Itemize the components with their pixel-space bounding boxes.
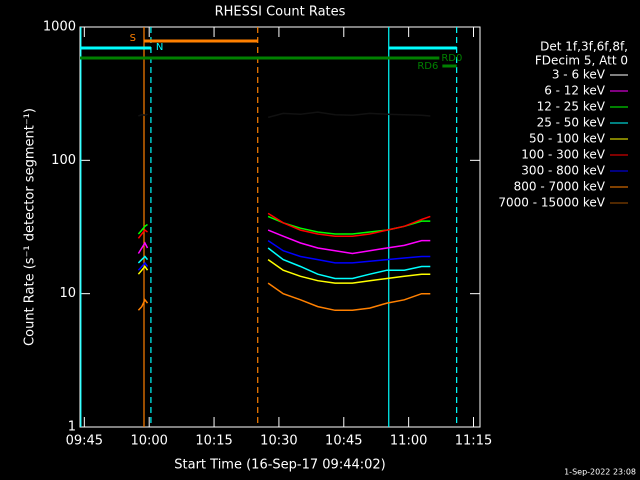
legend-header: Det 1f,3f,6f,8f, [540,40,628,54]
series-line [267,212,431,237]
legend-header: FDecim 5, Att 0 [535,54,628,68]
series-line [137,241,149,254]
legend-label: 7000 - 15000 keV [498,196,605,210]
state-label: RD0 [441,53,462,64]
series-line [137,265,149,275]
series-line [137,229,148,239]
series-line [137,261,149,271]
footer: 1-Sep-2022 23:08 [564,468,636,477]
y-axis-label: Count Rate (s⁻¹ detector segment⁻¹) [23,108,38,346]
series-line [137,255,149,264]
legend-label: 800 - 7000 keV [514,180,606,194]
x-tick-label: 10:45 [325,434,362,449]
legend-label: 3 - 6 keV [552,68,606,82]
x-tick-label: 09:45 [66,434,103,449]
legend-label: 50 - 100 keV [529,132,606,146]
state-label: RD6 [417,61,438,72]
x-tick-label: 11:00 [390,434,427,449]
y-tick-label: 1 [68,420,76,435]
series-line [267,258,431,284]
legend-label: 6 - 12 keV [544,84,606,98]
state-label: S [130,33,136,44]
series-line [267,229,431,255]
series-line [267,247,431,280]
x-tick-label: 11:15 [455,434,492,449]
y-tick-label: 100 [51,153,76,168]
series-line [137,223,148,235]
legend-label: 300 - 800 keV [521,164,605,178]
legend-label: 100 - 300 keV [521,148,605,162]
y-tick-label: 1000 [43,20,76,35]
series-line [267,239,431,264]
legend-label: 25 - 50 keV [537,116,606,130]
x-axis-label: Start Time (16-Sep-17 09:44:02) [174,458,385,473]
legend-label: 12 - 25 keV [537,100,606,114]
chart-title: RHESSI Count Rates [215,5,346,20]
y-tick-label: 10 [59,286,76,301]
x-tick-label: 10:30 [260,434,297,449]
x-tick-label: 10:15 [195,434,232,449]
series-line [267,282,431,312]
state-label: N [156,42,163,53]
plot-frame [79,26,481,428]
x-tick-label: 10:00 [130,434,167,449]
series-line [137,298,149,311]
series-line [138,113,148,117]
series-line [267,111,431,119]
